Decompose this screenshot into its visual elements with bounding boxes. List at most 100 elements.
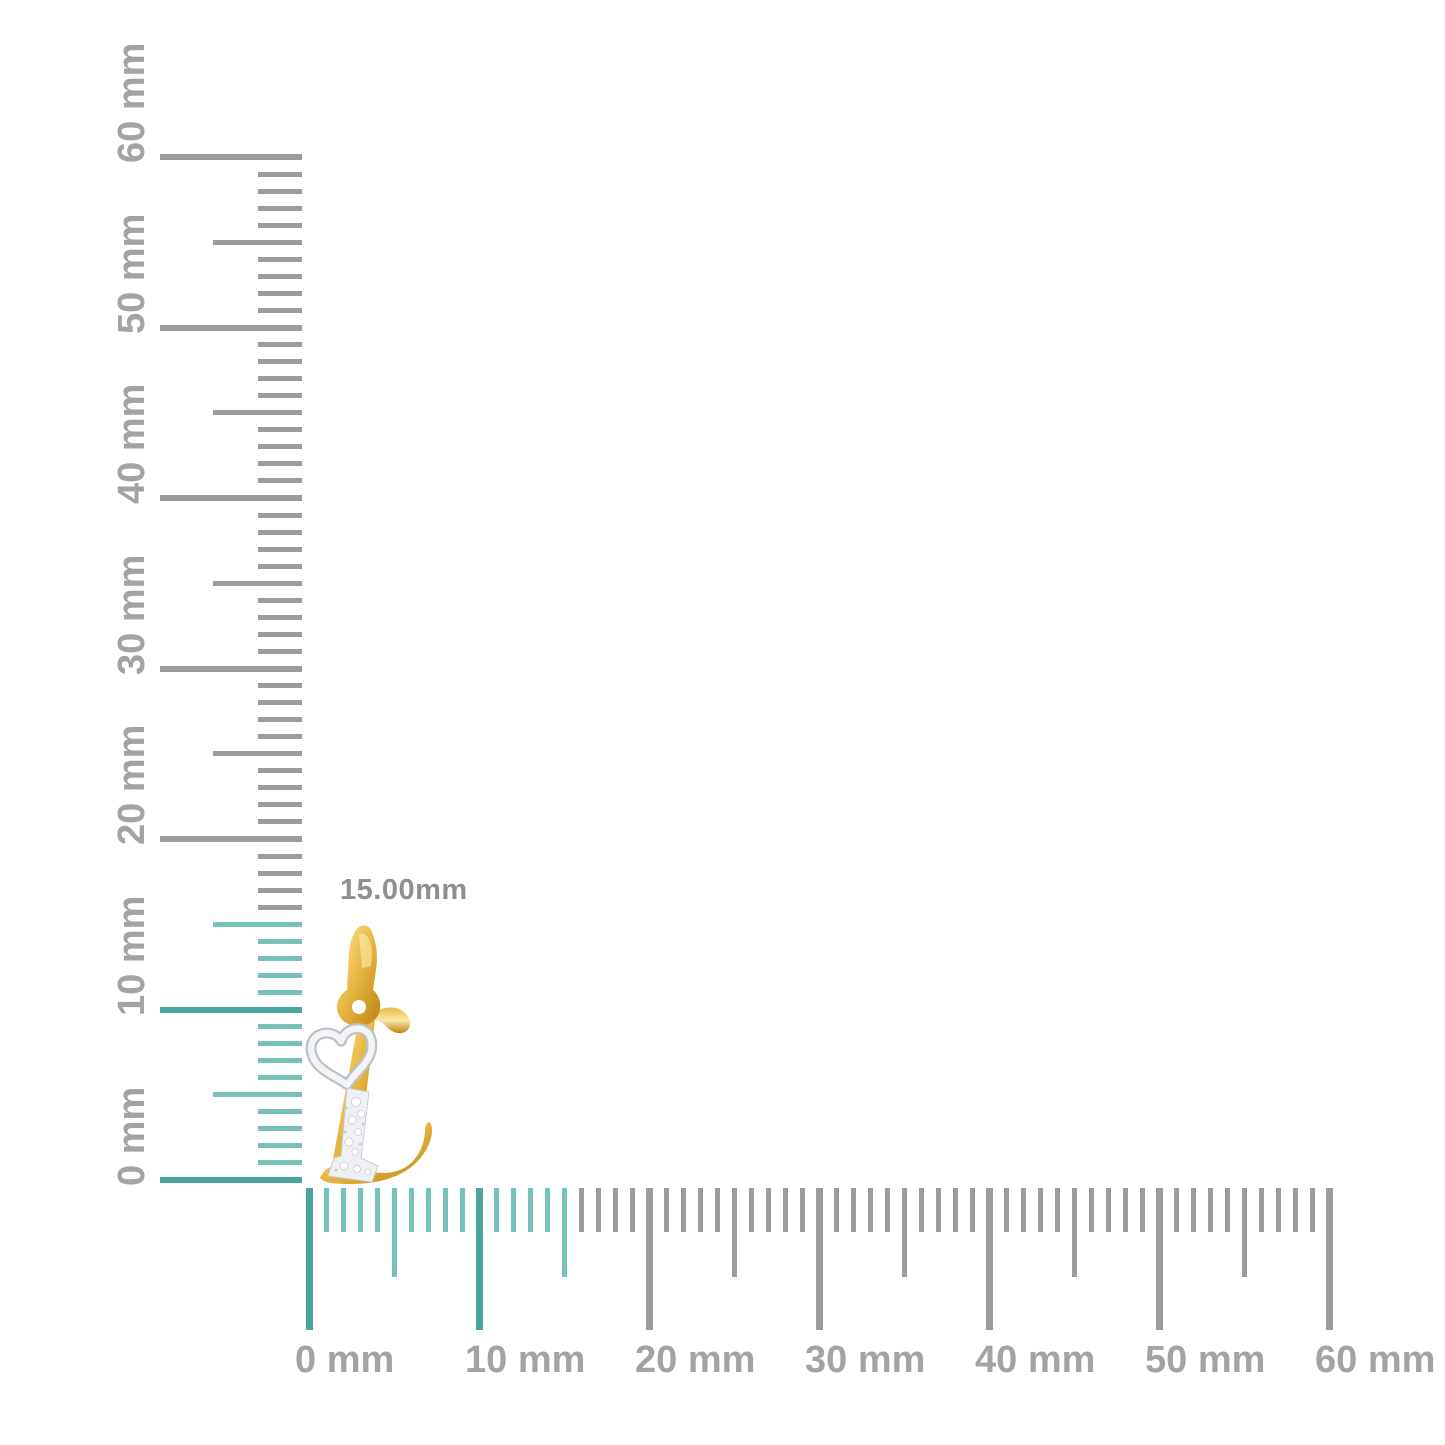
v-tick-18mm bbox=[258, 870, 302, 876]
h-tick-25mm bbox=[731, 1188, 737, 1277]
v-tick-54mm bbox=[258, 256, 302, 262]
v-tick-35mm bbox=[213, 580, 302, 586]
v-tick-45mm bbox=[213, 410, 302, 416]
h-tick-50mm bbox=[1155, 1188, 1163, 1330]
v-tick-15mm bbox=[213, 921, 302, 927]
h-ruler-label-30mm: 30 mm bbox=[805, 1339, 926, 1381]
v-tick-33mm bbox=[258, 614, 302, 620]
h-tick-48mm bbox=[1122, 1188, 1128, 1232]
h-tick-55mm bbox=[1241, 1188, 1247, 1277]
v-tick-36mm bbox=[258, 563, 302, 569]
v-tick-21mm bbox=[258, 819, 302, 825]
h-tick-40mm bbox=[985, 1188, 993, 1330]
v-tick-3mm bbox=[258, 1126, 302, 1132]
v-tick-19mm bbox=[258, 853, 302, 859]
v-tick-48mm bbox=[258, 359, 302, 365]
h-tick-22mm bbox=[680, 1188, 686, 1232]
v-tick-13mm bbox=[258, 955, 302, 961]
v-tick-4mm bbox=[258, 1109, 302, 1115]
h-tick-3mm bbox=[357, 1188, 363, 1232]
v-tick-29mm bbox=[258, 683, 302, 689]
h-tick-27mm bbox=[765, 1188, 771, 1232]
v-tick-56mm bbox=[258, 222, 302, 228]
h-tick-6mm bbox=[408, 1188, 414, 1232]
h-ruler-label-40mm: 40 mm bbox=[975, 1339, 1096, 1381]
h-tick-13mm bbox=[527, 1188, 533, 1232]
v-tick-14mm bbox=[258, 938, 302, 944]
h-tick-23mm bbox=[697, 1188, 703, 1232]
h-tick-36mm bbox=[918, 1188, 924, 1232]
pendant-bail-hole bbox=[352, 1000, 366, 1014]
h-tick-21mm bbox=[663, 1188, 669, 1232]
h-tick-51mm bbox=[1173, 1188, 1179, 1232]
v-ruler-label-60mm: 60 mm bbox=[111, 42, 153, 163]
v-tick-31mm bbox=[258, 648, 302, 654]
v-tick-28mm bbox=[258, 700, 302, 706]
h-tick-33mm bbox=[867, 1188, 873, 1232]
h-tick-53mm bbox=[1207, 1188, 1213, 1232]
v-tick-24mm bbox=[258, 768, 302, 774]
h-tick-1mm bbox=[323, 1188, 329, 1232]
h-tick-46mm bbox=[1088, 1188, 1094, 1232]
v-ruler-label-40mm: 40 mm bbox=[111, 383, 153, 504]
v-tick-59mm bbox=[258, 171, 302, 177]
v-ruler-label-10mm: 10 mm bbox=[111, 895, 153, 1016]
v-tick-47mm bbox=[258, 376, 302, 382]
v-tick-44mm bbox=[258, 427, 302, 433]
v-tick-53mm bbox=[258, 273, 302, 279]
v-tick-9mm bbox=[258, 1024, 302, 1030]
v-tick-50mm bbox=[160, 324, 302, 331]
v-tick-37mm bbox=[258, 546, 302, 552]
h-tick-19mm bbox=[629, 1188, 635, 1232]
v-tick-0mm bbox=[160, 1177, 302, 1183]
v-tick-20mm bbox=[160, 836, 302, 842]
h-tick-31mm bbox=[833, 1188, 839, 1232]
h-tick-18mm bbox=[612, 1188, 618, 1232]
v-tick-39mm bbox=[258, 512, 302, 518]
h-tick-4mm bbox=[374, 1188, 380, 1232]
h-tick-38mm bbox=[952, 1188, 958, 1232]
h-tick-29mm bbox=[799, 1188, 805, 1232]
h-tick-47mm bbox=[1105, 1188, 1111, 1232]
v-tick-17mm bbox=[258, 887, 302, 893]
pendant-heart bbox=[305, 1023, 378, 1091]
h-tick-8mm bbox=[442, 1188, 448, 1232]
v-tick-40mm bbox=[160, 495, 302, 501]
h-tick-60mm bbox=[1325, 1188, 1333, 1330]
h-tick-0mm bbox=[305, 1188, 313, 1330]
h-tick-59mm bbox=[1309, 1188, 1315, 1232]
v-tick-41mm bbox=[258, 478, 302, 484]
h-tick-30mm bbox=[815, 1188, 823, 1330]
pendant-image bbox=[305, 925, 433, 1184]
h-ruler-label-50mm: 50 mm bbox=[1145, 1339, 1266, 1381]
pendant-letter-flourish bbox=[370, 1007, 411, 1034]
v-tick-52mm bbox=[258, 290, 302, 296]
v-tick-5mm bbox=[213, 1092, 302, 1098]
h-tick-11mm bbox=[493, 1188, 499, 1232]
h-ruler-label-0mm: 0 mm bbox=[295, 1339, 395, 1381]
h-tick-12mm bbox=[510, 1188, 516, 1232]
v-tick-42mm bbox=[258, 461, 302, 467]
v-ruler-label-20mm: 20 mm bbox=[111, 724, 153, 845]
measurement-label: 15.00mm bbox=[340, 874, 468, 906]
v-tick-22mm bbox=[258, 802, 302, 808]
v-ruler-label-50mm: 50 mm bbox=[111, 213, 153, 334]
v-tick-7mm bbox=[258, 1058, 302, 1064]
v-tick-11mm bbox=[258, 989, 302, 995]
v-tick-1mm bbox=[258, 1160, 302, 1166]
h-ruler-label-10mm: 10 mm bbox=[465, 1339, 586, 1381]
h-tick-52mm bbox=[1190, 1188, 1196, 1232]
h-tick-57mm bbox=[1275, 1188, 1281, 1232]
h-tick-58mm bbox=[1292, 1188, 1298, 1232]
h-ruler-label-60mm: 60 mm bbox=[1315, 1339, 1436, 1381]
h-tick-17mm bbox=[595, 1188, 601, 1232]
h-tick-20mm bbox=[645, 1188, 653, 1330]
h-tick-24mm bbox=[714, 1188, 720, 1232]
v-tick-38mm bbox=[258, 529, 302, 535]
h-tick-44mm bbox=[1054, 1188, 1060, 1232]
h-ruler-label-20mm: 20 mm bbox=[635, 1339, 756, 1381]
v-tick-34mm bbox=[258, 597, 302, 603]
h-tick-34mm bbox=[884, 1188, 890, 1232]
v-tick-6mm bbox=[258, 1075, 302, 1081]
